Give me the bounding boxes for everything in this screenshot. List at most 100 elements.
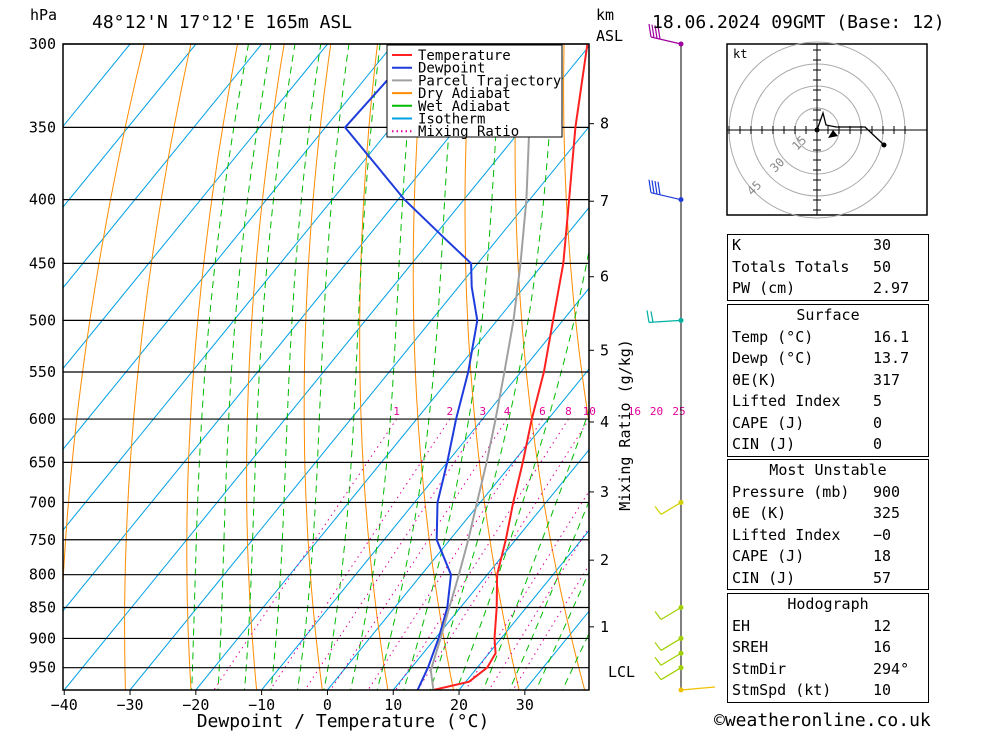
pressure-label: 350 bbox=[29, 118, 56, 136]
datetime-title: 18.06.2024 09GMT (Base: 12) bbox=[652, 12, 945, 33]
wind-barb-flag bbox=[654, 506, 662, 515]
dry-adiabat-line bbox=[937, 44, 1000, 690]
isotherm-line bbox=[63, 44, 460, 531]
wet-adiabat-line bbox=[350, 44, 416, 690]
dry-adiabat-line bbox=[359, 44, 389, 690]
mixing-ratio-label: 8 bbox=[565, 405, 572, 418]
height-label: 3 bbox=[600, 483, 609, 501]
most-unstable-row: CIN (J) 57 bbox=[732, 568, 892, 587]
wind-barb-flag bbox=[654, 642, 662, 651]
wind-barb-staff bbox=[660, 501, 682, 515]
wind-barb-flag bbox=[651, 180, 655, 194]
hodograph-row: StmSpd (kt) 10 bbox=[732, 681, 892, 699]
wind-barb-staff bbox=[660, 652, 682, 666]
mixing-ratio-label: 2 bbox=[447, 405, 454, 418]
temp-tick-label: −10 bbox=[248, 696, 275, 714]
mixing-ratio-line bbox=[269, 418, 451, 690]
wet-adiabat-line bbox=[217, 44, 272, 690]
pressure-label: 800 bbox=[29, 566, 56, 584]
wind-barb-staff bbox=[660, 667, 682, 681]
lcl-label: LCL bbox=[608, 663, 635, 681]
wind-barb-flag bbox=[651, 24, 655, 38]
mixing-ratio-line bbox=[304, 418, 484, 690]
hodograph-row: SREH 16 bbox=[732, 638, 892, 656]
background-lines bbox=[63, 44, 1000, 690]
hodograph-end-dot bbox=[881, 142, 887, 148]
most-unstable-title: Most Unstable bbox=[769, 461, 887, 479]
pressure-label: 600 bbox=[29, 410, 56, 428]
index-row-totals: Totals Totals 50 bbox=[732, 257, 892, 276]
isotherm-line bbox=[458, 529, 589, 690]
wind-barb-flag bbox=[657, 26, 661, 40]
surface-panel: Surface Temp (°C) 16.1 Dewp (°C) 13.7 θE(K… bbox=[727, 304, 929, 457]
surface-row: θE(K) 317 bbox=[732, 370, 901, 389]
wet-adiabat-line bbox=[509, 500, 589, 690]
wind-barb-flag bbox=[654, 180, 658, 195]
surface-title: Surface bbox=[796, 306, 860, 324]
wind-barb-column bbox=[646, 23, 716, 693]
wind-barb-flag bbox=[648, 23, 652, 38]
wind-barb-flag bbox=[657, 181, 661, 195]
legend-label: Wet Adiabat bbox=[418, 99, 511, 115]
isotherm-line bbox=[195, 206, 589, 690]
dry-adiabat-line bbox=[514, 44, 586, 690]
pressure-label: 550 bbox=[29, 363, 56, 381]
temp-tick-label: −40 bbox=[51, 696, 78, 714]
wind-barb-staff bbox=[650, 192, 682, 201]
isotherm-line bbox=[63, 44, 263, 289]
isotherm-line bbox=[63, 44, 526, 612]
wet-adiabat-line bbox=[429, 44, 556, 690]
legend-label: Isotherm bbox=[418, 112, 485, 128]
dry-adiabat-line bbox=[246, 44, 285, 690]
km-unit: km bbox=[596, 6, 614, 24]
pressure-label: 450 bbox=[29, 254, 56, 272]
wind-barb-flag bbox=[654, 671, 662, 681]
pressure-label: 900 bbox=[29, 629, 56, 647]
most-unstable-row: Pressure (mb) 900 bbox=[732, 482, 901, 501]
wet-adiabat-line bbox=[482, 408, 589, 690]
legend-label: Temperature bbox=[418, 48, 511, 64]
dry-adiabat-line bbox=[63, 44, 145, 593]
dry-adiabat-line bbox=[984, 44, 1000, 690]
legend-label: Dry Adiabat bbox=[418, 86, 511, 102]
mixing-ratio-line bbox=[465, 490, 589, 690]
height-label: 4 bbox=[600, 413, 609, 431]
wind-barb-flag bbox=[650, 311, 654, 323]
general-indices-panel: K 30 Totals Totals 50 PW (cm) 2.97 bbox=[727, 234, 929, 301]
isotherm-line bbox=[327, 368, 589, 690]
wind-barb-staff bbox=[680, 686, 716, 691]
parcel-trajectory-line bbox=[429, 44, 536, 690]
isotherm-line bbox=[63, 44, 394, 451]
dry-adiabat-line bbox=[464, 44, 520, 690]
mixing-ratio-line bbox=[488, 526, 589, 690]
asl-unit: ASL bbox=[596, 27, 623, 45]
plot-frame bbox=[62, 43, 590, 691]
mixing-ratio-label: 25 bbox=[672, 405, 685, 418]
most-unstable-row: θE (K) 325 bbox=[732, 504, 901, 522]
wind-barb-flag bbox=[654, 25, 658, 39]
mixing-ratio-line bbox=[213, 418, 398, 690]
wind-barb-staff bbox=[650, 36, 682, 45]
wind-barb-staff bbox=[660, 606, 682, 621]
height-label: 2 bbox=[600, 551, 609, 569]
isotherm-line bbox=[63, 44, 328, 370]
wet-adiabat-line bbox=[456, 248, 589, 690]
temperature-tick-labels: −40 −30 −20 −10 0 10 20 30 bbox=[51, 690, 534, 714]
copyright-footer: ©weatheronline.co.uk bbox=[714, 710, 931, 731]
temp-tick-label: 10 bbox=[384, 696, 402, 714]
mixing-ratio-label: 10 bbox=[583, 405, 596, 418]
surface-row: CIN (J) 0 bbox=[732, 435, 883, 453]
pressure-label: 400 bbox=[29, 191, 56, 209]
pressure-label: 700 bbox=[29, 493, 56, 511]
height-labels: 1 2 3 4 5 6 7 8 bbox=[589, 115, 609, 636]
pressure-label: 650 bbox=[29, 453, 56, 471]
temperature-line bbox=[433, 44, 589, 690]
dry-adiabat-line bbox=[186, 44, 238, 690]
wet-adiabat-line bbox=[535, 570, 589, 690]
dry-adiabat-line bbox=[412, 44, 454, 690]
dewpoint-line bbox=[343, 44, 479, 690]
mixing-ratio-label: 3 bbox=[480, 405, 487, 418]
sounding-profiles bbox=[343, 44, 589, 690]
height-label: 1 bbox=[600, 618, 609, 636]
